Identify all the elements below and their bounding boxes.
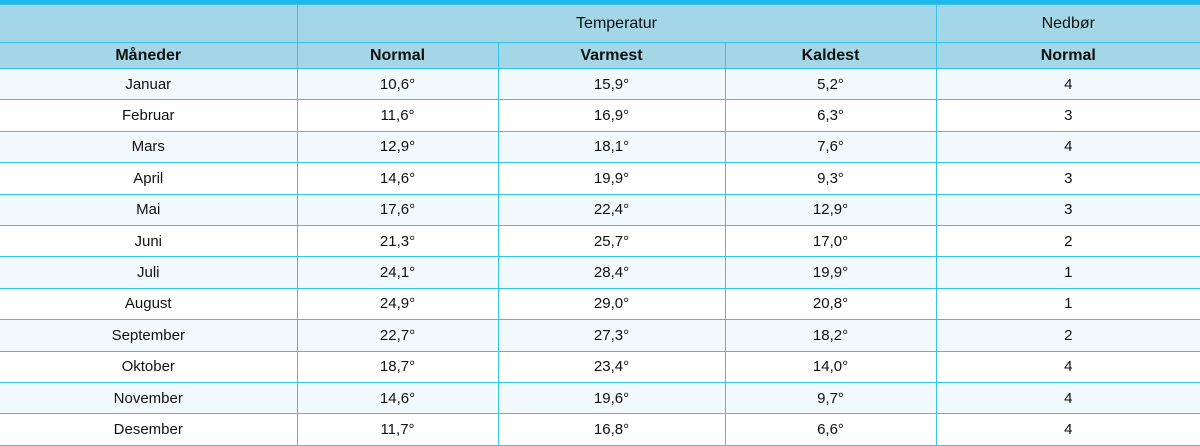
value-cell: 2 (935, 224, 1200, 258)
month-cell: August (0, 287, 298, 321)
month-cell: April (0, 162, 298, 195)
value-cell: 4 (935, 413, 1200, 446)
value-cell: 16,8° (497, 413, 726, 446)
value-cell: 28,4° (497, 256, 726, 289)
value-cell: 22,4° (497, 193, 726, 226)
month-cell: Mai (0, 193, 298, 226)
value-cell: 9,7° (724, 381, 937, 415)
value-cell: 1 (935, 287, 1200, 321)
value-cell: 17,0° (724, 224, 937, 258)
value-cell: 17,6° (296, 193, 499, 226)
group-header-row: Temperatur Nedbør (0, 4, 1200, 43)
value-cell: 6,3° (724, 99, 937, 132)
value-cell: 14,0° (724, 350, 937, 383)
value-cell: 7,6° (724, 130, 937, 164)
table-row: Mars 12,9° 18,1° 7,6° 4 (0, 130, 1200, 164)
month-cell: Mars (0, 130, 298, 164)
table-row: November 14,6° 19,6° 9,7° 4 (0, 381, 1200, 415)
value-cell: 6,6° (724, 413, 937, 446)
value-cell: 14,6° (296, 162, 499, 195)
month-cell: September (0, 319, 298, 352)
month-cell: Juli (0, 256, 298, 289)
table-row: September 22,7° 27,3° 18,2° 2 (0, 319, 1200, 352)
month-cell: Februar (0, 99, 298, 132)
table-row: Juni 21,3° 25,7° 17,0° 2 (0, 224, 1200, 258)
climate-table: Temperatur Nedbør Måneder Normal Varmest Ka… (0, 4, 1200, 446)
table-row: Desember 11,7° 16,8° 6,6° 4 (0, 413, 1200, 446)
column-header: Måneder (0, 42, 298, 69)
table-row: Januar 10,6° 15,9° 5,2° 4 (0, 67, 1200, 101)
value-cell: 19,6° (497, 381, 726, 415)
column-header: Kaldest (724, 42, 937, 69)
value-cell: 1 (935, 256, 1200, 289)
value-cell: 18,2° (724, 319, 937, 352)
column-header: Normal (935, 42, 1200, 69)
value-cell: 24,9° (296, 287, 499, 321)
column-header-row: Måneder Normal Varmest Kaldest Normal (0, 42, 1200, 69)
column-header: Normal (296, 42, 499, 69)
table-row: Februar 11,6° 16,9° 6,3° 3 (0, 99, 1200, 132)
value-cell: 10,6° (296, 67, 499, 101)
value-cell: 11,7° (296, 413, 499, 446)
value-cell: 12,9° (724, 193, 937, 226)
month-cell: Oktober (0, 350, 298, 383)
value-cell: 2 (935, 319, 1200, 352)
value-cell: 9,3° (724, 162, 937, 195)
value-cell: 3 (935, 193, 1200, 226)
empty-header-cell (0, 4, 298, 43)
value-cell: 18,7° (296, 350, 499, 383)
value-cell: 21,3° (296, 224, 499, 258)
value-cell: 16,9° (497, 99, 726, 132)
value-cell: 19,9° (724, 256, 937, 289)
table-row: Mai 17,6° 22,4° 12,9° 3 (0, 193, 1200, 226)
table-row: April 14,6° 19,9° 9,3° 3 (0, 162, 1200, 195)
column-header: Varmest (497, 42, 726, 69)
value-cell: 22,7° (296, 319, 499, 352)
value-cell: 4 (935, 381, 1200, 415)
month-cell: Desember (0, 413, 298, 446)
group-header: Nedbør (935, 4, 1200, 43)
table-body: Januar 10,6° 15,9° 5,2° 4 Februar 11,6° 16,9° 6,… (0, 67, 1200, 446)
value-cell: 29,0° (497, 287, 726, 321)
value-cell: 18,1° (497, 130, 726, 164)
value-cell: 5,2° (724, 67, 937, 101)
value-cell: 4 (935, 67, 1200, 101)
value-cell: 23,4° (497, 350, 726, 383)
value-cell: 4 (935, 130, 1200, 164)
value-cell: 20,8° (724, 287, 937, 321)
table-row: Oktober 18,7° 23,4° 14,0° 4 (0, 350, 1200, 383)
value-cell: 27,3° (497, 319, 726, 352)
month-cell: Juni (0, 224, 298, 258)
value-cell: 15,9° (497, 67, 726, 101)
value-cell: 3 (935, 162, 1200, 195)
table-row: August 24,9° 29,0° 20,8° 1 (0, 287, 1200, 321)
group-header: Temperatur (296, 4, 937, 43)
value-cell: 4 (935, 350, 1200, 383)
value-cell: 25,7° (497, 224, 726, 258)
table-row: Juli 24,1° 28,4° 19,9° 1 (0, 256, 1200, 289)
month-cell: November (0, 381, 298, 415)
value-cell: 19,9° (497, 162, 726, 195)
value-cell: 11,6° (296, 99, 499, 132)
value-cell: 12,9° (296, 130, 499, 164)
value-cell: 14,6° (296, 381, 499, 415)
value-cell: 3 (935, 99, 1200, 132)
value-cell: 24,1° (296, 256, 499, 289)
month-cell: Januar (0, 67, 298, 101)
